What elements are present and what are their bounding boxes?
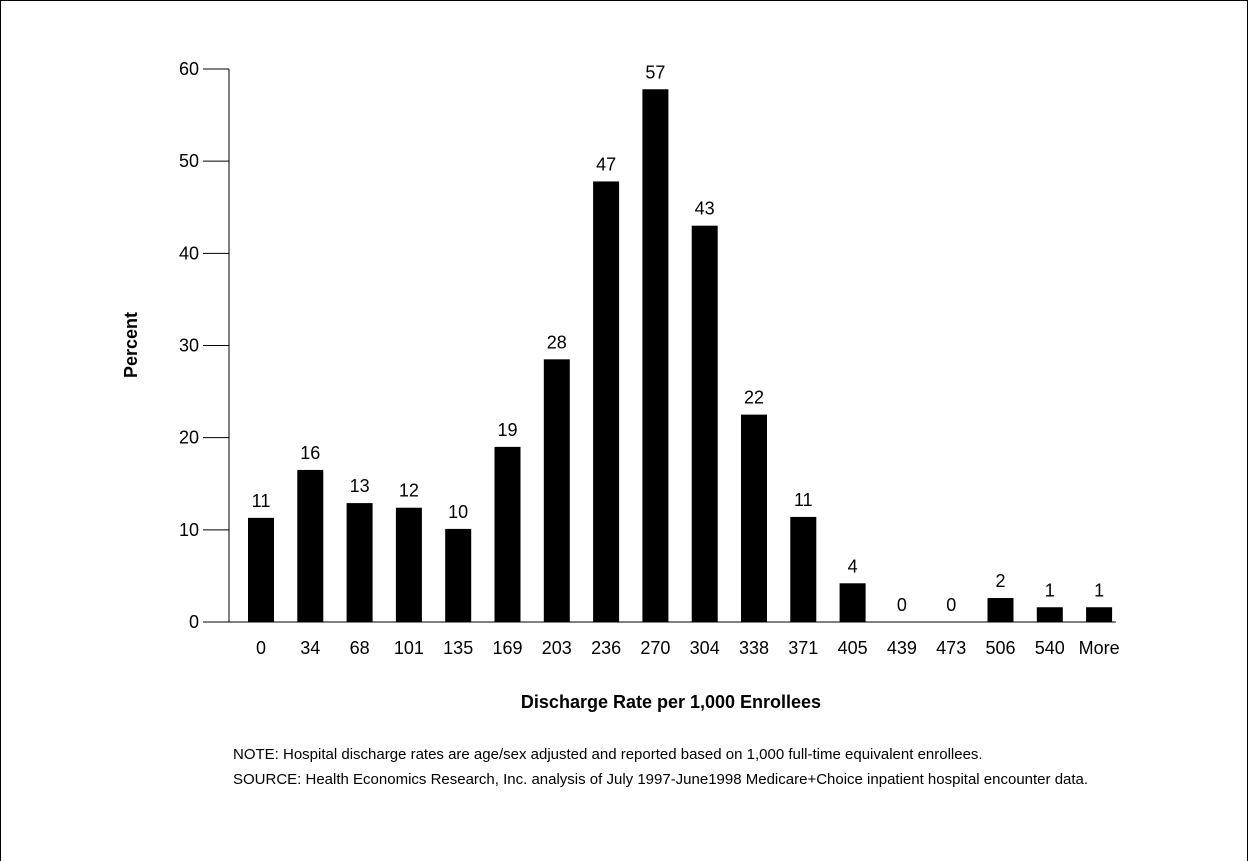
- bar: [346, 503, 373, 622]
- bar-data-label: 0: [897, 595, 907, 615]
- bar: [839, 583, 866, 622]
- bar-data-label: 11: [252, 491, 271, 511]
- y-tick-label: 10: [179, 520, 199, 540]
- bar-data-label: 43: [695, 199, 715, 219]
- x-tick-labels: 0 34 68 101 135 169 203 236 270 304 338 371 405 439 47…: [256, 638, 1120, 658]
- x-tick-label: 371: [788, 638, 818, 658]
- bar: [642, 89, 669, 622]
- x-tick-label: 540: [1035, 638, 1065, 658]
- bar: [691, 225, 718, 622]
- note-text: NOTE: Hospital discharge rates are age/s…: [233, 746, 983, 763]
- bar: [1036, 607, 1063, 622]
- bar-data-label: 11: [794, 490, 813, 510]
- bar: [987, 598, 1014, 622]
- x-tick-label: 101: [394, 638, 424, 658]
- figure-notes: NOTE: Hospital discharge rates are age/s…: [233, 745, 1113, 795]
- x-tick-label: 169: [492, 638, 522, 658]
- source-text: SOURCE: Health Economics Research, Inc. …: [233, 771, 1089, 788]
- y-tick-label: 40: [179, 243, 199, 263]
- bar-data-label: 0: [946, 595, 956, 615]
- y-tick-label: 0: [189, 612, 199, 632]
- x-tick-label: 405: [838, 638, 868, 658]
- x-tick-label: 338: [739, 638, 769, 658]
- y-tick-label: 30: [179, 336, 199, 356]
- x-tick-label: 236: [591, 638, 621, 658]
- bar: [790, 516, 817, 622]
- y-tick-label: 50: [179, 151, 199, 171]
- bar-data-label: 2: [995, 571, 1005, 591]
- bar: [494, 446, 521, 622]
- bar: [297, 469, 324, 622]
- x-tick-label: 439: [887, 638, 917, 658]
- y-tick-label: 20: [179, 428, 199, 448]
- x-tick-label: 506: [985, 638, 1015, 658]
- x-tick-label: More: [1079, 638, 1120, 658]
- y-tick-label: 60: [179, 59, 199, 79]
- bar: [1086, 607, 1113, 622]
- bar: [543, 359, 570, 622]
- bar-data-label: 16: [300, 443, 320, 463]
- bar-data-label: 12: [399, 481, 419, 501]
- bar-data-label: 1: [1094, 580, 1104, 600]
- x-tick-label: 203: [542, 638, 572, 658]
- bar-data-label: 1: [1045, 580, 1055, 600]
- bar-data-label: 57: [645, 62, 665, 82]
- y-axis-title: Percent: [121, 312, 141, 378]
- bar: [395, 507, 422, 622]
- bar-data-label: 47: [596, 154, 616, 174]
- x-tick-label: 135: [443, 638, 473, 658]
- bar-data-label: 10: [448, 502, 468, 522]
- x-tick-label: 34: [300, 638, 320, 658]
- x-tick-label: 0: [256, 638, 266, 658]
- bar: [248, 517, 274, 622]
- bar-data-label: 19: [497, 420, 517, 440]
- bar-data-label: 4: [848, 556, 858, 576]
- bar: [445, 528, 472, 622]
- x-tick-label: 270: [640, 638, 670, 658]
- bar: [593, 181, 620, 622]
- x-tick-label: 473: [936, 638, 966, 658]
- x-tick-label: 304: [690, 638, 720, 658]
- bar-data-label: 13: [350, 476, 370, 496]
- bars: [248, 89, 1113, 622]
- bar: [741, 414, 767, 622]
- x-tick-label: 68: [350, 638, 370, 658]
- bar-data-label: 28: [547, 332, 567, 352]
- x-axis-title: Discharge Rate per 1,000 Enrollees: [521, 692, 821, 712]
- bar-data-label: 22: [744, 388, 764, 408]
